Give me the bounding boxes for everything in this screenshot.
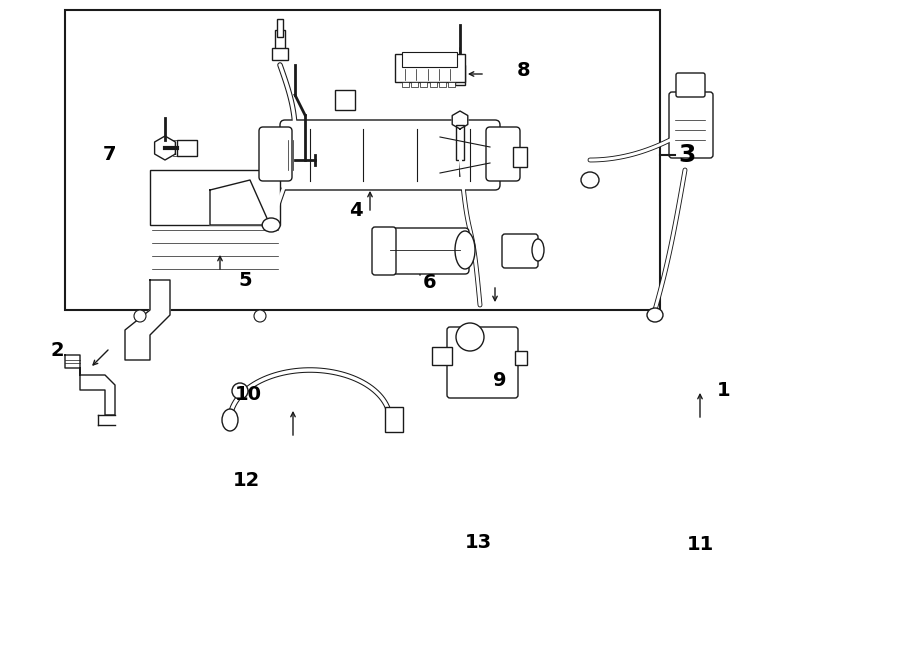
Ellipse shape	[581, 172, 599, 188]
FancyBboxPatch shape	[259, 127, 292, 181]
Bar	[385, 407, 403, 432]
Bar	[402, 82, 409, 87]
FancyBboxPatch shape	[372, 227, 396, 275]
Bar	[448, 82, 455, 87]
Text: 3: 3	[678, 143, 696, 167]
Ellipse shape	[262, 218, 280, 232]
Bar	[432, 347, 452, 365]
Ellipse shape	[222, 409, 238, 431]
Bar	[177, 140, 197, 156]
Text: 12: 12	[232, 471, 259, 490]
Bar	[456, 125, 464, 160]
Text: 13: 13	[464, 533, 491, 553]
Bar	[402, 52, 457, 67]
Text: 1: 1	[717, 381, 731, 399]
Ellipse shape	[455, 231, 475, 269]
Circle shape	[232, 383, 248, 399]
FancyBboxPatch shape	[502, 234, 538, 268]
Text: 9: 9	[493, 371, 507, 389]
Bar	[395, 54, 465, 82]
Circle shape	[134, 310, 146, 322]
Text: 4: 4	[349, 200, 363, 219]
Bar	[272, 48, 288, 60]
Bar	[150, 170, 280, 225]
Bar	[455, 65, 465, 85]
Text: 11: 11	[687, 535, 714, 555]
Bar	[420, 82, 427, 87]
Bar	[335, 90, 355, 110]
Text: 5: 5	[238, 270, 252, 290]
Circle shape	[254, 310, 266, 322]
Polygon shape	[452, 111, 468, 129]
Polygon shape	[65, 355, 115, 415]
Bar	[429, 82, 436, 87]
FancyBboxPatch shape	[386, 228, 469, 274]
Circle shape	[456, 323, 484, 351]
Text: 8: 8	[518, 61, 531, 79]
Text: 7: 7	[103, 145, 116, 165]
Ellipse shape	[647, 308, 663, 322]
Bar	[277, 19, 283, 37]
FancyBboxPatch shape	[280, 120, 500, 190]
FancyBboxPatch shape	[669, 92, 713, 158]
Text: 2: 2	[50, 340, 64, 360]
FancyBboxPatch shape	[447, 327, 518, 398]
Polygon shape	[125, 280, 170, 360]
Text: 10: 10	[235, 385, 262, 405]
Bar	[515, 351, 527, 365]
Bar	[411, 82, 418, 87]
Bar	[439, 82, 446, 87]
Bar	[275, 30, 285, 55]
FancyBboxPatch shape	[486, 127, 520, 181]
FancyBboxPatch shape	[676, 73, 705, 97]
Polygon shape	[210, 180, 270, 225]
Text: 6: 6	[423, 272, 436, 292]
Bar	[65, 10, 660, 310]
Bar	[513, 147, 527, 167]
Ellipse shape	[532, 239, 544, 261]
Polygon shape	[155, 136, 176, 160]
